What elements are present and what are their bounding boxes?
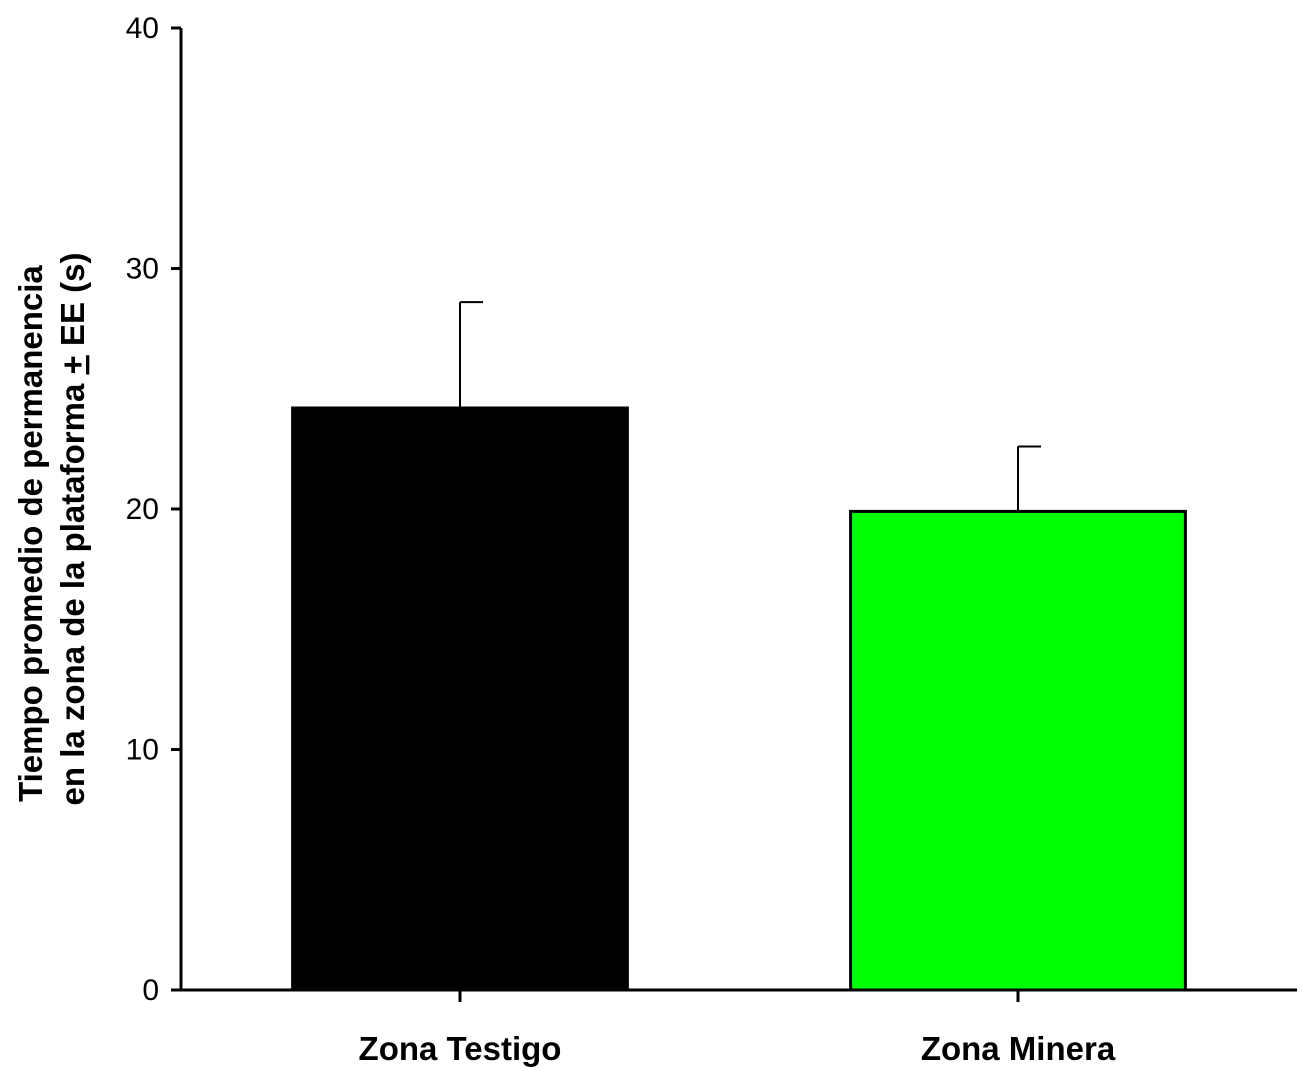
error-bars-layer — [459, 301, 1041, 512]
y-tick-label: 40 — [126, 12, 159, 45]
plus-minus-symbol: + — [54, 355, 91, 374]
y-tick-label: 30 — [126, 253, 159, 286]
x-tick-label: Zona Testigo — [359, 1030, 562, 1067]
y-axis-title-line1: Tiempo promedio de permanencia — [12, 265, 49, 802]
y-tick-label: 10 — [126, 734, 159, 767]
y-tick-label: 20 — [126, 493, 159, 526]
y-axis-title-line2-suffix: EE (s) — [54, 253, 91, 356]
y-axis-title: Tiempo promedio de permanencia en la zon… — [12, 253, 91, 806]
y-tick-label: 0 — [142, 974, 159, 1007]
x-tick-label: Zona Minera — [921, 1030, 1116, 1067]
bars-layer — [291, 406, 1187, 992]
y-axis-title-line2: en la zona de la plataforma + EE (s) — [54, 253, 91, 806]
y-axis-title-line2-prefix: en la zona de la plataforma — [54, 375, 91, 806]
bar — [291, 406, 629, 992]
y-ticks: 0 10 20 30 40 — [126, 12, 181, 1007]
bar — [849, 509, 1187, 992]
x-ticks: Zona Testigo Zona Minera — [359, 990, 1116, 1067]
